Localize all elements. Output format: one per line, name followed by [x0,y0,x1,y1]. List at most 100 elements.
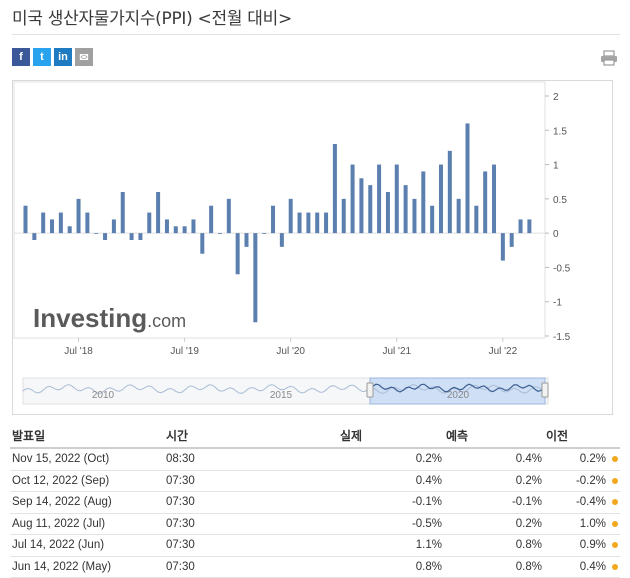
bar[interactable] [377,164,382,234]
bar[interactable] [23,205,28,234]
plot-area [13,81,546,339]
navigator-handle[interactable] [366,382,374,398]
bar[interactable] [191,219,196,234]
bar[interactable] [85,212,90,234]
bar[interactable] [209,205,214,234]
bar[interactable] [226,198,231,234]
header-actual[interactable]: 실제 [338,424,444,449]
table-row[interactable]: Jul 14, 2022 (Jun) 07:30 1.1% 0.8% 0.9% [10,534,620,557]
facebook-share-button[interactable]: f [12,48,30,66]
x-tick-label: Jul '20 [276,346,305,357]
bar[interactable] [271,205,276,234]
release-time: 08:30 [164,448,338,471]
bar[interactable] [244,233,249,247]
bar[interactable] [324,212,329,234]
release-date-text: Jul 14, 2022 (Jun) [12,539,105,552]
table-row[interactable]: Aug 11, 2022 (Jul) 07:30 -0.5% 0.2% 1.0% [10,513,620,535]
release-date: Jul 14, 2022 (Jun) [10,534,164,557]
bar[interactable] [421,171,426,234]
bar[interactable] [120,192,125,234]
header-forecast[interactable]: 예측 [444,424,544,449]
bar[interactable] [103,233,108,240]
bar[interactable] [156,192,161,234]
previous-value-text: 0.4% [579,560,606,573]
bar[interactable] [67,226,72,234]
bar[interactable] [58,212,63,234]
watermark-text: Investing.com [33,303,186,333]
bar[interactable] [518,219,523,234]
bar[interactable] [297,212,302,234]
table-row[interactable]: Oct 12, 2022 (Sep) 07:30 0.4% 0.2% -0.2% [10,470,620,492]
release-date-text: Jun 14, 2022 (May) [12,560,112,573]
email-share-button[interactable]: ✉ [75,48,93,66]
bar[interactable] [94,233,99,234]
bar[interactable] [359,178,364,234]
bar[interactable] [173,226,178,234]
range-navigator[interactable]: 2010 2015 2020 [22,377,549,405]
table-row[interactable]: Jun 14, 2022 (May) 07:30 0.8% 0.8% 0.4% [10,556,620,578]
bar[interactable] [447,150,452,234]
bar[interactable] [483,171,488,234]
forecast-value-text: 0.8% [515,539,542,552]
previous-value: 0.9% [544,534,620,557]
bar[interactable] [253,233,258,323]
bar[interactable] [315,212,320,234]
bar[interactable] [235,233,240,275]
bar[interactable] [76,198,81,234]
forecast-value: 0.4% [444,448,544,471]
bar[interactable] [492,164,497,234]
release-time: 07:30 [164,556,338,578]
bar[interactable] [182,226,187,234]
previous-value: -0.4% [544,491,620,514]
print-icon[interactable] [600,50,618,66]
bar[interactable] [394,164,399,234]
ppi-bar-chart: 2 1.5 1 0.5 0 -0.5 -1 -1.5 Jul '18 Jul '19 Jul '2… [13,81,571,405]
linkedin-icon: in [58,51,68,63]
facebook-icon: f [19,51,23,63]
release-time-text: 07:30 [166,496,195,509]
bar[interactable] [32,233,37,240]
header-previous[interactable]: 이전 [544,424,620,449]
title-divider [12,34,620,35]
table-row[interactable]: Nov 15, 2022 (Oct) 08:30 0.2% 0.4% 0.2% [10,448,620,471]
bar[interactable] [200,233,205,254]
bar[interactable] [430,205,435,234]
actual-value: 0.2% [338,448,444,471]
bar[interactable] [217,233,222,234]
bar[interactable] [332,144,337,234]
previous-value: -0.2% [544,470,620,492]
linkedin-share-button[interactable]: in [54,48,72,66]
bar[interactable] [385,192,390,234]
header-date[interactable]: 발표일 [10,424,164,449]
bar[interactable] [50,219,55,234]
navigator-handle[interactable] [541,382,549,398]
bar[interactable] [111,219,116,234]
bar[interactable] [412,198,417,234]
bar[interactable] [350,164,355,234]
bar[interactable] [527,219,532,234]
release-time: 07:30 [164,470,338,492]
bar[interactable] [341,198,346,234]
bar[interactable] [138,233,143,240]
bar[interactable] [465,123,470,234]
bar[interactable] [164,219,169,234]
bar[interactable] [262,233,267,234]
bar[interactable] [279,233,284,247]
bar[interactable] [509,233,514,247]
bar[interactable] [456,198,461,234]
bar[interactable] [438,164,443,234]
twitter-share-button[interactable]: t [33,48,51,66]
bar[interactable] [288,198,293,234]
bar[interactable] [474,205,479,234]
header-time[interactable]: 시간 [164,424,338,449]
bar[interactable] [41,212,46,234]
forecast-value: 0.8% [444,556,544,578]
bar[interactable] [306,212,311,234]
bar[interactable] [147,212,152,234]
bar[interactable] [368,185,373,234]
y-tick-label: 2 [553,92,559,103]
table-row[interactable]: Sep 14, 2022 (Aug) 07:30 -0.1% -0.1% -0.4% [10,491,620,514]
bar[interactable] [403,185,408,234]
bar[interactable] [500,233,505,261]
bar[interactable] [129,233,134,240]
